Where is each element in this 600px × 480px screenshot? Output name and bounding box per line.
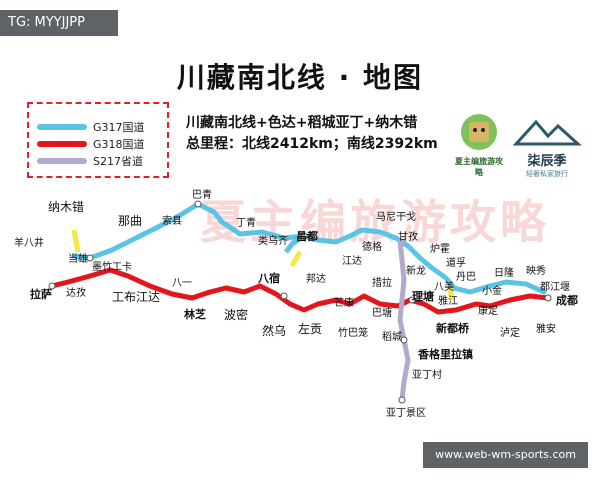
logo2-text: 柒辰季 [527,154,567,169]
place-damxung: 当雄 [68,254,88,265]
place-kangding: 康定 [478,306,498,317]
place-qamdo: 昌都 [296,230,318,243]
mascot-icon [461,114,497,150]
place-nagqu: 那曲 [118,214,143,228]
place-shangrila-town: 香格里拉镇 [418,348,473,361]
legend-item-s217: S217省道 [37,154,143,168]
route-connector-bangda [289,250,303,268]
place-bamei: 八美 [434,282,454,293]
place-yangbajing: 羊八井 [14,238,44,249]
place-garze: 甘孜 [398,232,418,243]
place-danba: 丹巴 [456,272,476,283]
route-connector-namtso [71,229,81,253]
place-lhasa: 拉萨 [30,288,52,301]
place-batang: 巴塘 [372,308,392,319]
place-riwoqe: 类乌齐 [258,236,288,247]
logo-xiazhubian: 夏主编旅游攻略 [452,112,506,178]
top-left-tag: TG: MYYJJPP [0,10,118,36]
watermark-text: 夏主编旅游攻略 [200,195,550,249]
place-luhuo: 炉霍 [430,244,450,255]
place-zogang: 左贡 [298,322,323,336]
place-cuola: 措拉 [372,278,392,289]
subtitle-mileage: 总里程：北线2412km；南线2392km [186,136,438,152]
place-bomi: 波密 [224,308,249,322]
website-badge: www.web-wm-sports.com [423,442,588,468]
place-chengdu: 成都 [556,294,578,307]
place-baqen: 巴青 [192,190,212,201]
route-g318 [49,267,551,315]
place-jomda: 江达 [342,256,362,267]
place-baxoi: 八宿 [258,272,280,285]
place-rawu: 然乌 [262,324,287,338]
place-bangda: 邦达 [306,274,326,285]
place-dege: 德格 [362,242,382,253]
legend-label: G317国道 [93,121,145,134]
logo2-sub: 轻奢私家旅行 [526,170,568,178]
legend-swatch-g318 [37,141,87,147]
place-daocheng: 稻城 [382,332,402,343]
place-dengqen: 丁青 [236,218,256,229]
route-g317 [71,201,547,295]
subtitle-routes: 川藏南北线+色达+稻城亚丁+纳木错 [186,115,418,131]
logo-qichenji: 柒辰季 轻奢私家旅行 [512,118,582,179]
place-xiaojin: 小金 [482,286,502,297]
place-yading-scenic: 亚丁景区 [386,408,426,419]
place-dagze: 达孜 [66,288,86,299]
place-luding: 泸定 [500,328,520,339]
legend-swatch-g317 [37,124,87,130]
place-maizhokunggar: 墨竹工卡 [92,262,132,273]
mountain-icon [512,119,582,146]
place-yajiang: 雅江 [438,296,458,307]
place-yading-village: 亚丁村 [412,370,442,381]
place-yaan: 雅安 [536,324,556,335]
place-gongbogyamda: 工布江达 [112,290,161,304]
logo1-text: 夏主编旅游攻略 [455,157,503,177]
place-zhubalong: 竹巴笼 [338,328,368,339]
place-manigango: 马尼干戈 [376,212,416,223]
legend-swatch-s217 [37,158,87,164]
route-g317-branch [284,233,306,254]
place-nyingchi: 林芝 [184,308,206,321]
place-yingxiu: 映秀 [526,266,546,277]
place-dujiangyan: 都江堰 [540,282,570,293]
place-markam: 芒康 [334,298,354,309]
route-connector-bamei [447,287,455,301]
legend-item-g317: G317国道 [37,120,145,134]
place-namtso: 纳木错 [48,200,85,214]
place-bayi: 八一 [172,278,192,289]
route-s217 [397,239,411,401]
place-xinlong: 新龙 [406,266,426,277]
legend-label: S217省道 [93,155,143,168]
legend-label: G318国道 [93,138,145,151]
legend: G317国道 G318国道 S217省道 [27,102,169,178]
city-dots [48,200,552,404]
place-rilong: 日隆 [494,268,514,279]
place-xinduqiao: 新都桥 [436,322,469,335]
place-sog: 索县 [162,216,182,227]
map-title: 川藏南北线 · 地图 [176,61,424,94]
place-litang: 理塘 [412,290,434,303]
legend-item-g318: G318国道 [37,137,145,151]
place-dawu: 道孚 [446,258,466,269]
